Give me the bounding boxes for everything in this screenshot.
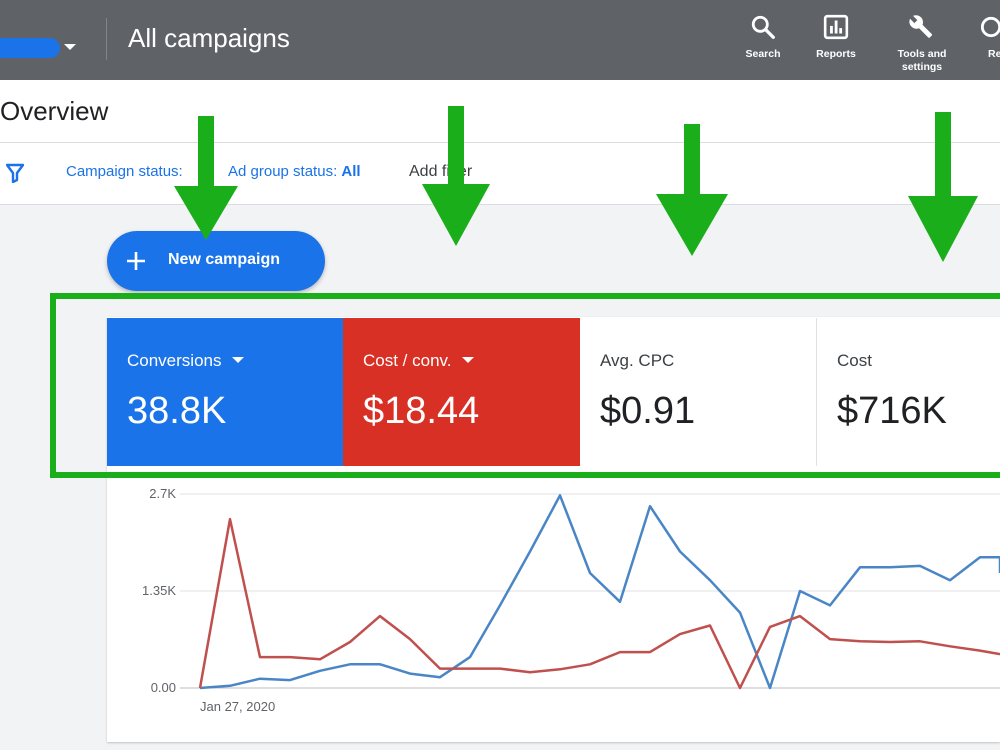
metric-label: Conversions (127, 351, 244, 371)
metric-label: Cost (837, 351, 872, 370)
metric-cost-per-conversion[interactable]: Cost / conv. $18.44 (343, 318, 580, 466)
search-icon (751, 15, 775, 39)
caret-down-icon[interactable] (231, 357, 244, 363)
divider (106, 18, 107, 60)
metric-value: $716K (837, 390, 947, 432)
caret-down-icon[interactable] (461, 357, 474, 363)
filter-icon[interactable] (6, 163, 24, 183)
top-bar: All campaigns Search Reports Tools and s… (0, 0, 1000, 80)
account-selector[interactable] (0, 38, 60, 58)
page-title: Overview (0, 96, 109, 126)
metric-avg-cpc[interactable]: Avg. CPC $0.91 (580, 318, 817, 466)
tools-and-settings-button[interactable]: Tools and settings (882, 14, 962, 74)
ad-group-status-label: Ad group status: (228, 163, 338, 180)
campaign-status-filter[interactable]: Campaign status: (66, 163, 183, 180)
metric-label: Cost / conv. (363, 351, 474, 371)
filter-bar: Campaign status: Ad group status: All Ad… (0, 143, 1000, 205)
search-label: Search (745, 48, 781, 60)
metric-value: $0.91 (600, 390, 696, 432)
reports-label: Reports (816, 48, 856, 60)
wrench-icon (909, 15, 933, 38)
tools-and-settings-label: Tools and settings (897, 48, 947, 73)
new-campaign-label: New campaign (168, 251, 281, 268)
metric-conversions[interactable]: Conversions 38.8K (107, 318, 343, 466)
add-filter-button[interactable]: Add filter (409, 163, 473, 180)
metric-value: $18.44 (363, 390, 480, 432)
ad-group-status-filter[interactable]: Ad group status: All (228, 163, 361, 180)
caret-down-icon[interactable] (64, 44, 76, 50)
refresh-button[interactable]: Re (960, 14, 1000, 61)
reports-button[interactable]: Reports (796, 14, 876, 61)
refresh-label: Re (988, 48, 1000, 60)
reports-icon (823, 14, 849, 40)
new-campaign-button[interactable]: New campaign (107, 231, 325, 291)
metric-label: Avg. CPC (600, 351, 675, 370)
refresh-icon (980, 16, 1000, 38)
page-header: Overview (0, 80, 1000, 143)
metric-cost[interactable]: Cost $716K (817, 318, 1000, 466)
ad-group-status-value: All (341, 163, 361, 180)
plus-icon (127, 252, 145, 270)
search-button[interactable]: Search (723, 14, 803, 61)
topbar-title: All campaigns (128, 23, 290, 53)
metric-value: 38.8K (127, 390, 227, 432)
